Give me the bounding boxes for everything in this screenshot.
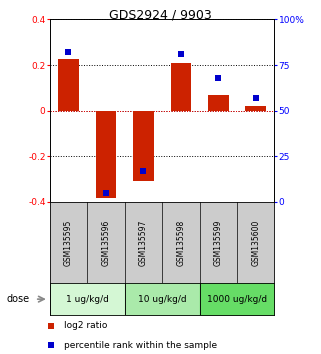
Bar	[208, 95, 229, 111]
Text: GSM135598: GSM135598	[176, 219, 185, 266]
Bar	[133, 111, 154, 181]
Text: GSM135597: GSM135597	[139, 219, 148, 266]
Point	[178, 51, 183, 57]
Text: GSM135595: GSM135595	[64, 219, 73, 266]
Text: 1000 ug/kg/d: 1000 ug/kg/d	[207, 295, 267, 304]
Text: GSM135596: GSM135596	[101, 219, 110, 266]
Bar	[58, 59, 79, 111]
Text: GSM135600: GSM135600	[251, 219, 260, 266]
Point	[253, 95, 258, 101]
Point	[216, 75, 221, 81]
Text: GSM135599: GSM135599	[214, 219, 223, 266]
Point	[49, 323, 54, 329]
Text: dose: dose	[6, 294, 30, 304]
Text: GDS2924 / 9903: GDS2924 / 9903	[109, 9, 212, 22]
Text: 10 ug/kg/d: 10 ug/kg/d	[138, 295, 187, 304]
Bar	[96, 111, 116, 198]
Bar	[246, 106, 266, 111]
Text: log2 ratio: log2 ratio	[64, 321, 108, 331]
Point	[103, 190, 108, 195]
Point	[141, 168, 146, 173]
Text: percentile rank within the sample: percentile rank within the sample	[64, 341, 217, 350]
Bar	[170, 63, 191, 111]
Point	[66, 50, 71, 55]
Point	[49, 343, 54, 348]
Text: 1 ug/kg/d: 1 ug/kg/d	[66, 295, 108, 304]
